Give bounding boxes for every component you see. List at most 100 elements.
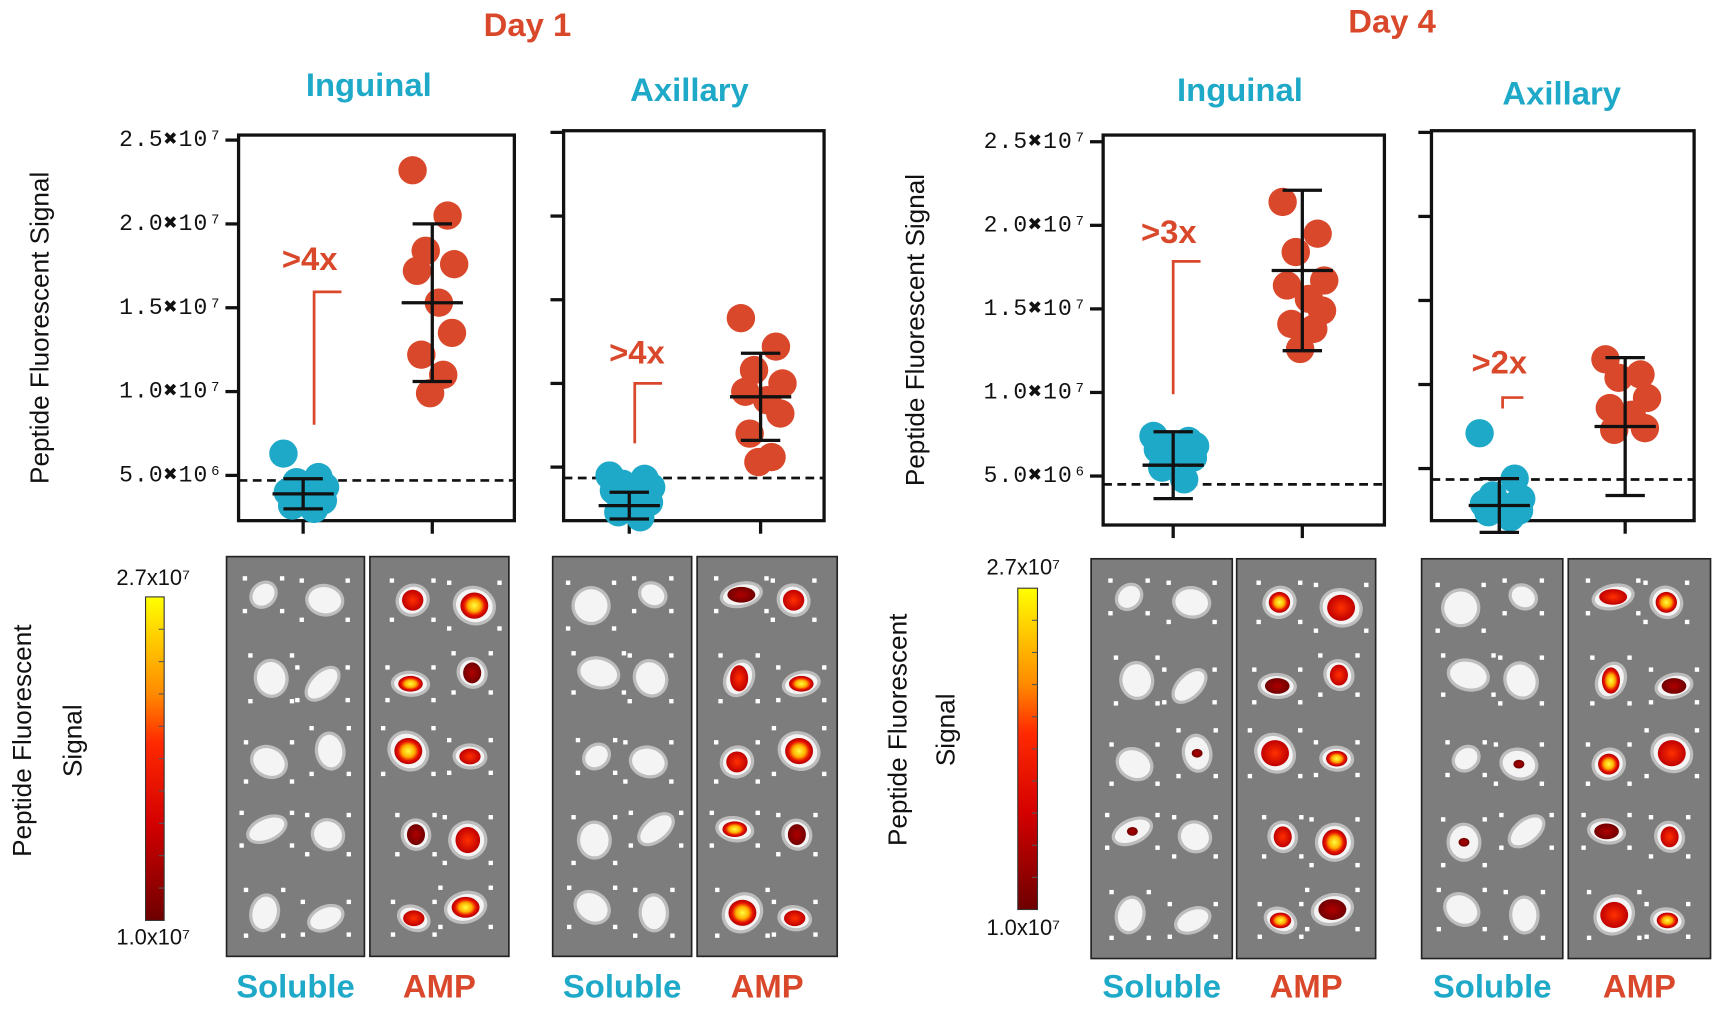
marker <box>1258 902 1262 906</box>
marker <box>1587 890 1591 894</box>
marker <box>756 653 760 657</box>
marker <box>244 933 248 937</box>
marker <box>1644 774 1648 778</box>
signal <box>1657 913 1678 929</box>
marker <box>714 576 718 580</box>
bracket <box>314 292 341 425</box>
marker <box>670 933 674 937</box>
data-point <box>727 304 755 332</box>
marker <box>1540 611 1544 615</box>
marker <box>571 861 575 865</box>
signal <box>1600 902 1628 928</box>
marker <box>622 651 626 655</box>
signal <box>1661 826 1679 847</box>
marker <box>1695 700 1699 704</box>
marker <box>1686 815 1690 819</box>
signal <box>403 910 424 926</box>
marker <box>489 815 493 819</box>
marker <box>632 576 636 580</box>
marker <box>1262 854 1266 858</box>
marker <box>714 609 718 613</box>
marker <box>1627 846 1631 850</box>
marker <box>571 690 575 694</box>
marker <box>309 772 313 776</box>
marker <box>295 665 299 669</box>
marker <box>1441 653 1445 657</box>
data-point <box>744 448 772 476</box>
marker <box>1686 935 1690 939</box>
marker <box>390 578 394 582</box>
marker <box>1166 620 1170 624</box>
marker <box>1445 740 1449 744</box>
bracket <box>1503 398 1524 409</box>
signal <box>784 910 805 926</box>
marker <box>669 779 673 783</box>
marker <box>281 933 285 937</box>
marker <box>613 925 617 929</box>
marker <box>1481 583 1485 587</box>
marker <box>1355 740 1359 744</box>
marker <box>1258 935 1262 939</box>
marker <box>623 779 627 783</box>
marker <box>391 900 395 904</box>
marker <box>1644 728 1648 732</box>
marker <box>1441 817 1445 821</box>
marker <box>447 771 451 775</box>
data-point <box>766 399 794 427</box>
marker <box>431 578 435 582</box>
data-point <box>1268 188 1296 216</box>
marker <box>1105 846 1109 850</box>
marker <box>451 651 455 655</box>
tissue-image <box>1091 559 1232 959</box>
tissue-image <box>697 557 837 957</box>
marker <box>1212 581 1216 585</box>
marker <box>1437 927 1441 931</box>
marker <box>715 933 719 937</box>
colorbar-title: Peptide Fluorescent <box>7 624 37 857</box>
image-frame <box>1422 559 1563 959</box>
marker <box>1314 583 1318 587</box>
signal <box>788 824 806 845</box>
marker <box>633 888 637 892</box>
marker <box>1643 581 1647 585</box>
signal <box>1658 740 1686 766</box>
marker <box>1299 854 1303 858</box>
marker <box>1108 578 1112 582</box>
marker <box>1644 935 1648 939</box>
marker <box>812 578 816 582</box>
marker <box>1686 854 1690 858</box>
marker <box>280 609 284 613</box>
marker <box>300 578 304 582</box>
marker <box>567 925 571 929</box>
marker <box>1627 813 1631 817</box>
marker <box>1314 628 1318 632</box>
marker <box>1109 742 1113 746</box>
marker <box>347 772 351 776</box>
y-tick-label: 5.0✖10⁶ <box>119 462 223 488</box>
marker <box>1314 740 1318 744</box>
marker <box>1636 578 1640 582</box>
marker <box>438 886 442 890</box>
signal <box>1594 824 1619 840</box>
marker <box>714 779 718 783</box>
marker <box>431 665 435 669</box>
marker <box>395 852 399 856</box>
day-title: Day 4 <box>1348 3 1436 40</box>
marker <box>765 933 769 937</box>
y-axis-label: Peptide Fluorescent Signal <box>24 172 54 484</box>
marker <box>295 698 299 702</box>
y-axis-label: Peptide Fluorescent Signal <box>900 174 930 486</box>
marker <box>718 699 722 703</box>
marker <box>1627 782 1631 786</box>
marker <box>1314 773 1318 777</box>
marker <box>1436 583 1440 587</box>
marker <box>1299 815 1303 819</box>
marker <box>243 609 247 613</box>
marker <box>629 843 633 847</box>
marker <box>431 698 435 702</box>
marker <box>1298 774 1302 778</box>
marker <box>764 609 768 613</box>
marker <box>1256 581 1260 585</box>
marker <box>1214 815 1218 819</box>
marker <box>1155 742 1159 746</box>
